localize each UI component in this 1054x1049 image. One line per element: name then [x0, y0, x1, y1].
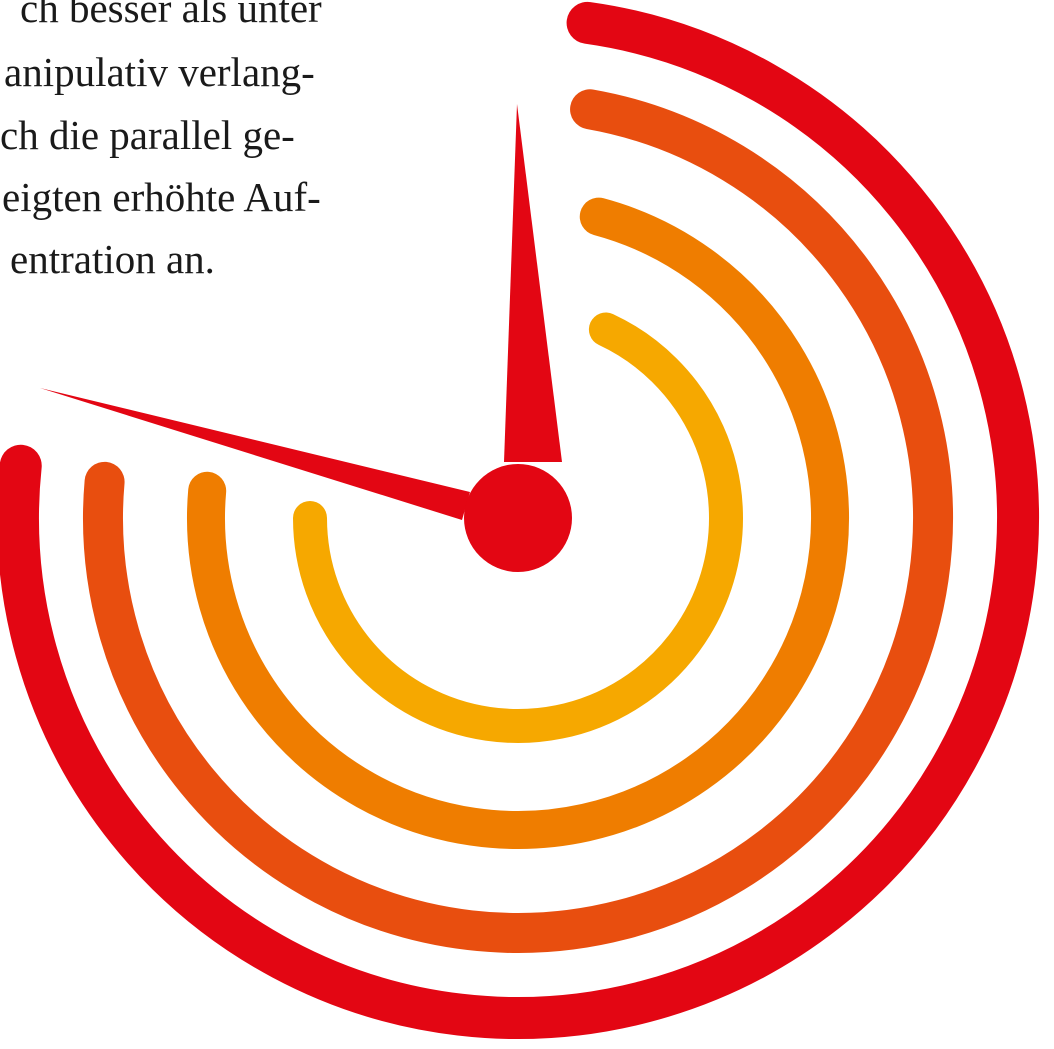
text-line: eigten erhöhte Auf- — [2, 174, 321, 220]
text-line: entration an. — [10, 236, 215, 282]
gauge-hub — [464, 464, 572, 572]
gauge-ring — [0, 1, 1039, 1039]
gauge-ring — [293, 312, 743, 743]
text-block: ch besser als unter anipulativ verlang- … — [0, 0, 322, 282]
gauge-ring — [83, 89, 953, 953]
gauge-arcs — [0, 1, 1039, 1039]
needle-left — [40, 388, 470, 520]
gauge-ring — [187, 197, 849, 849]
text-line: anipulativ verlang- — [4, 49, 315, 95]
text-line: ch die parallel ge- — [0, 112, 295, 158]
needle-vertical — [504, 104, 562, 462]
text-line: ch besser als unter — [20, 0, 322, 31]
